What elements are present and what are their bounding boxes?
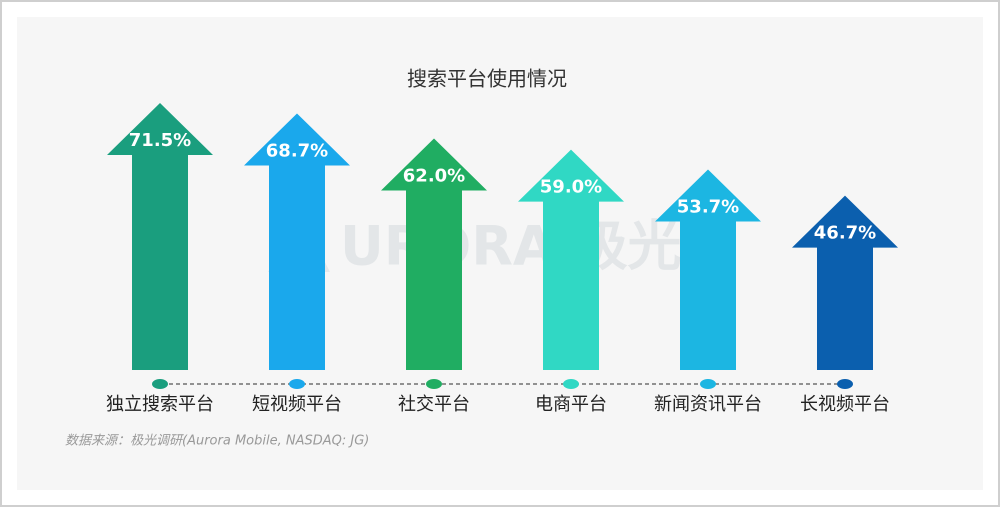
category-dot <box>289 379 305 389</box>
category-dot <box>563 379 579 389</box>
x-tick-label: 社交平台 <box>398 394 470 415</box>
arrow-bar <box>792 195 898 370</box>
value-label: 59.0% <box>540 177 602 198</box>
source: 数据来源：极光调研(Aurora Mobile, NASDAQ: JG) <box>65 434 369 449</box>
value-label: 71.5% <box>129 130 191 151</box>
category-dot <box>700 379 716 389</box>
arrow-bar <box>107 103 213 370</box>
value-label: 62.0% <box>403 165 465 186</box>
x-tick-label: 新闻资讯平台 <box>654 394 762 415</box>
category-dot <box>152 379 168 389</box>
x-tick-label: 长视频平台 <box>800 394 890 415</box>
chart-title: 搜索平台使用情况 <box>407 67 567 91</box>
x-tick-label: 短视频平台 <box>252 394 342 415</box>
value-label: 68.7% <box>266 140 328 161</box>
x-tick-label: 独立搜索平台 <box>106 394 214 415</box>
arrow-bar <box>381 138 487 370</box>
category-dot <box>426 379 442 389</box>
value-label: 53.7% <box>677 196 739 217</box>
x-tick-label: 电商平台 <box>535 394 607 415</box>
arrow-bar <box>244 113 350 371</box>
category-dot <box>837 379 853 389</box>
arrow-bar <box>655 169 761 370</box>
value-label: 46.7% <box>814 223 876 244</box>
arrow-bar <box>518 149 624 370</box>
watermark: URORA 极光 <box>340 215 682 278</box>
